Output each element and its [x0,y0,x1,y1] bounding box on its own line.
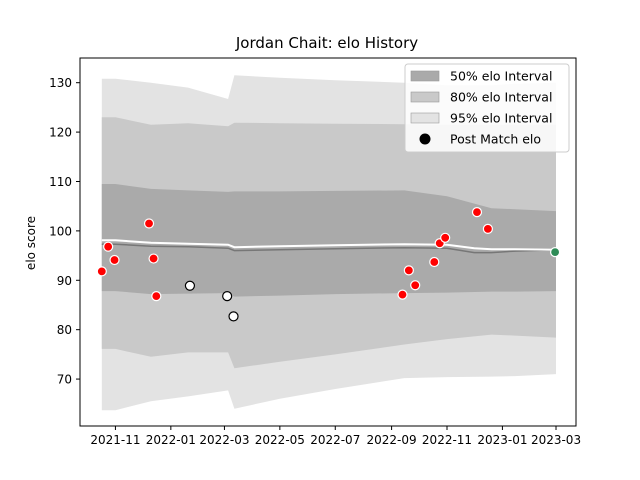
loss-point-6 [184,280,196,291]
win-point-15 [471,207,483,218]
legend-marker-post-match [419,133,431,145]
y-axis-label: elo score [24,216,38,270]
x-tick-label: 2022-01 [146,433,196,447]
x-tick-label: 2022-07 [310,433,360,447]
y-tick-label: 130 [49,76,72,90]
x-tick-label: 2021-11 [90,433,140,447]
win-point-5 [151,290,162,302]
legend-label: 95% elo Interval [450,111,552,126]
win-point-4 [148,253,159,264]
y-axis-ticks: 70 80 90 100 110 120 130 [49,76,80,387]
legend-swatch-band80 [410,91,440,103]
y-tick-label: 100 [49,224,72,238]
chart-title: Jordan Chait: elo History [235,34,418,52]
plot-area [96,75,561,411]
legend: 50% elo Interval 80% elo Interval 95% elo … [404,63,570,153]
win-point-16 [482,223,493,235]
elo-lines [101,239,557,254]
win-point-0 [96,266,107,277]
x-tick-label: 2023-03 [531,433,581,447]
x-tick-label: 2022-09 [367,433,417,447]
interval-bands [101,75,557,411]
x-tick-label: 2022-05 [255,433,305,447]
mean-elo-line [101,243,557,254]
loss-point-8 [228,311,239,322]
y-tick-label: 120 [49,126,72,140]
win-point-11 [410,280,421,291]
legend-label: Post Match elo [450,132,541,147]
win-point-14 [440,232,451,243]
legend-label: 50% elo Interval [450,69,552,84]
x-tick-label: 2023-01 [477,433,527,447]
win-point-10 [403,265,414,276]
y-tick-label: 110 [49,175,72,189]
band-50-interval [101,184,557,297]
win-point-2 [109,254,120,266]
legend-box [404,63,570,153]
current-point [550,247,561,258]
x-tick-label: 2022-03 [199,433,249,447]
median-elo-line [101,239,557,251]
post-match-points [96,207,561,322]
win-point-1 [103,241,114,252]
x-axis-ticks: 2021-11 2022-01 2022-03 2022-05 2022-07 2022-… [90,426,581,447]
y-tick-label: 80 [57,323,72,337]
win-point-12 [429,256,440,268]
y-tick-label: 90 [57,274,72,288]
win-point-3 [143,218,155,229]
y-tick-label: 70 [57,373,72,387]
x-tick-label: 2022-11 [422,433,472,447]
legend-label: 80% elo Interval [450,90,552,105]
legend-swatch-band95 [410,112,440,124]
legend-swatch-band50 [410,70,440,82]
plot-frame [79,57,577,427]
loss-point-7 [222,290,233,302]
win-point-9 [397,289,408,300]
